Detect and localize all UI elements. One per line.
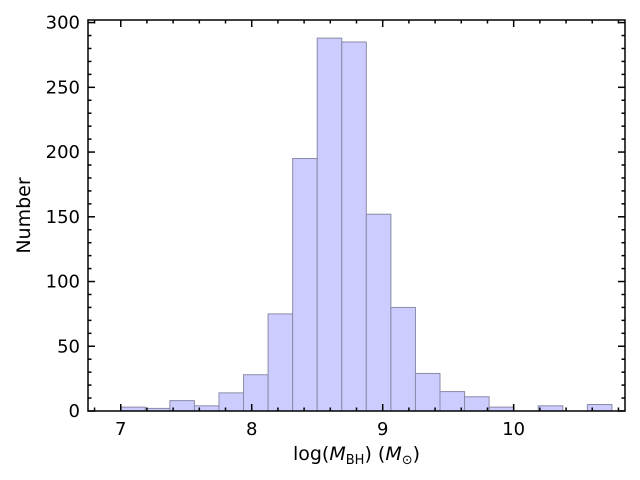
- histogram-bar: [586, 404, 613, 412]
- histogram-bars: [120, 37, 613, 412]
- histogram-bar: [218, 392, 245, 412]
- histogram-bar: [414, 372, 441, 412]
- histogram-bar: [390, 306, 416, 412]
- x-tick-label: 7: [115, 419, 126, 440]
- y-axis-label: Number: [13, 177, 35, 254]
- x-axis-label: log(MBH) (M⊙): [293, 443, 420, 468]
- y-tick-label: 200: [46, 142, 80, 163]
- y-tick-label: 150: [46, 207, 80, 228]
- histogram-bar: [292, 158, 318, 412]
- histogram-bar: [193, 405, 220, 412]
- x-tick-label: 9: [377, 419, 388, 440]
- histogram-bar: [537, 405, 564, 412]
- histogram-bar: [243, 374, 269, 412]
- histogram-bar: [365, 213, 392, 412]
- y-tick-label: 50: [57, 336, 80, 357]
- axis-ticks: [88, 20, 625, 412]
- y-tick-label: 100: [46, 272, 80, 293]
- x-tick-label: 10: [502, 419, 525, 440]
- histogram-bar: [464, 396, 490, 412]
- histogram-bar: [267, 313, 294, 412]
- y-tick-label: 300: [46, 13, 80, 34]
- histogram-bar: [341, 41, 367, 412]
- y-tick-label: 250: [46, 77, 80, 98]
- histogram-bar: [316, 37, 343, 412]
- y-tick-label: 0: [69, 401, 80, 422]
- x-tick-label: 8: [246, 419, 257, 440]
